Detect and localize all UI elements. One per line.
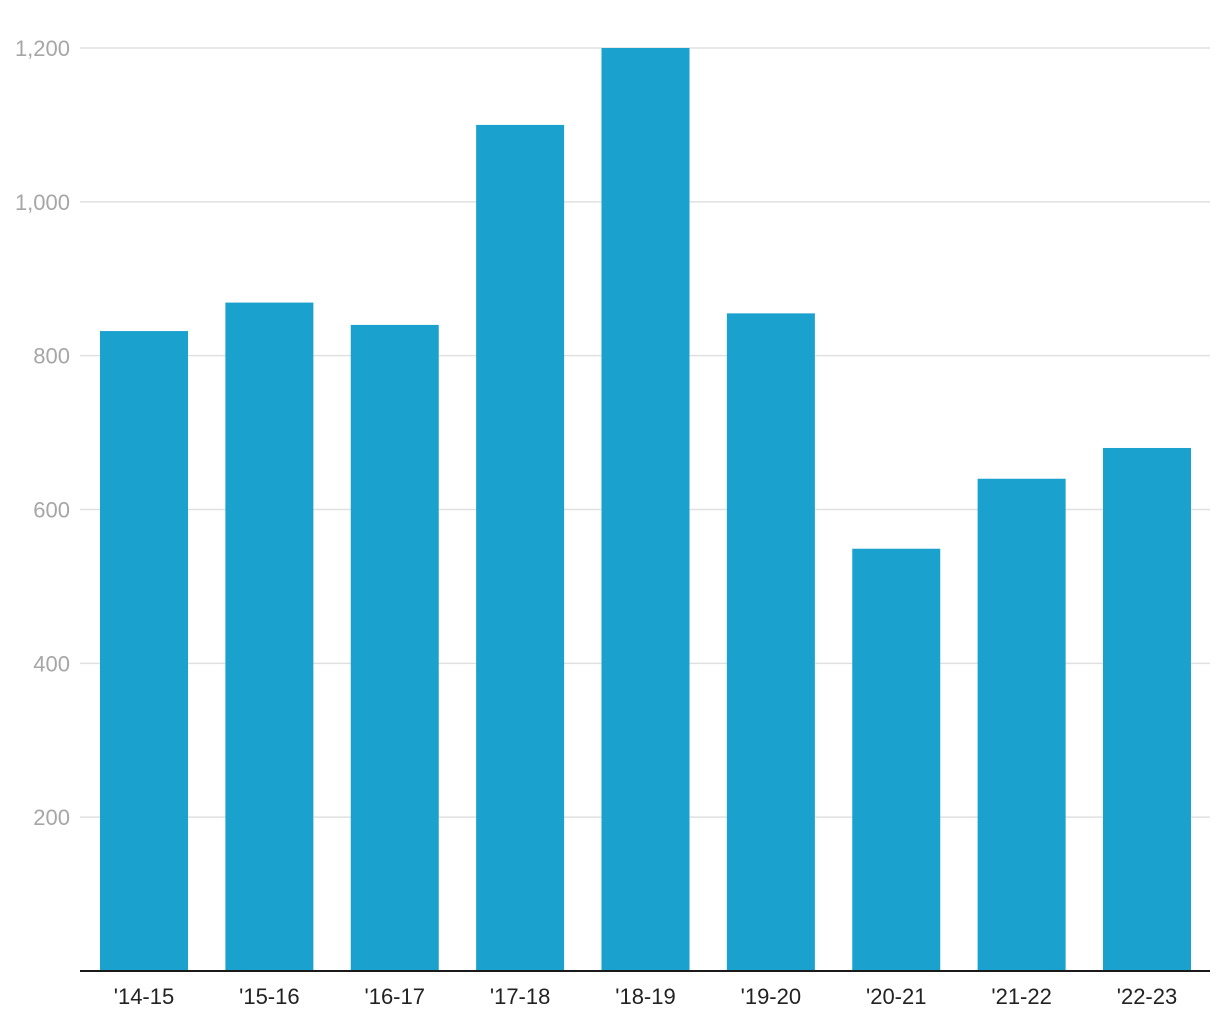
x-category-label: '20-21 (866, 984, 926, 1009)
bar (350, 324, 439, 971)
x-category-label: '16-17 (365, 984, 425, 1009)
y-axis-tick-labels: 200 400 600 800 1,000 1,200 (15, 36, 70, 830)
y-tick-label: 800 (33, 344, 70, 369)
bar (601, 48, 690, 971)
bar (476, 124, 565, 971)
x-axis-category-labels: '14-15 '15-16 '16-17 '17-18 '18-19 '19-20 '20-… (114, 984, 1177, 1009)
bars (100, 48, 1191, 971)
y-tick-label: 1,200 (15, 36, 70, 61)
x-category-label: '14-15 (114, 984, 174, 1009)
bar (100, 331, 188, 971)
y-tick-label: 1,000 (15, 190, 70, 215)
bar (1103, 447, 1191, 971)
x-category-label: '15-16 (239, 984, 299, 1009)
x-category-label: '19-20 (741, 984, 801, 1009)
y-tick-label: 200 (33, 805, 70, 830)
bar (852, 548, 941, 971)
bar (225, 302, 314, 971)
y-tick-label: 600 (33, 498, 70, 523)
x-category-label: '21-22 (991, 984, 1051, 1009)
x-category-label: '18-19 (615, 984, 675, 1009)
bar (977, 478, 1066, 971)
bar (726, 313, 815, 971)
x-category-label: '17-18 (490, 984, 550, 1009)
y-tick-label: 400 (33, 651, 70, 676)
x-category-label: '22-23 (1117, 984, 1177, 1009)
